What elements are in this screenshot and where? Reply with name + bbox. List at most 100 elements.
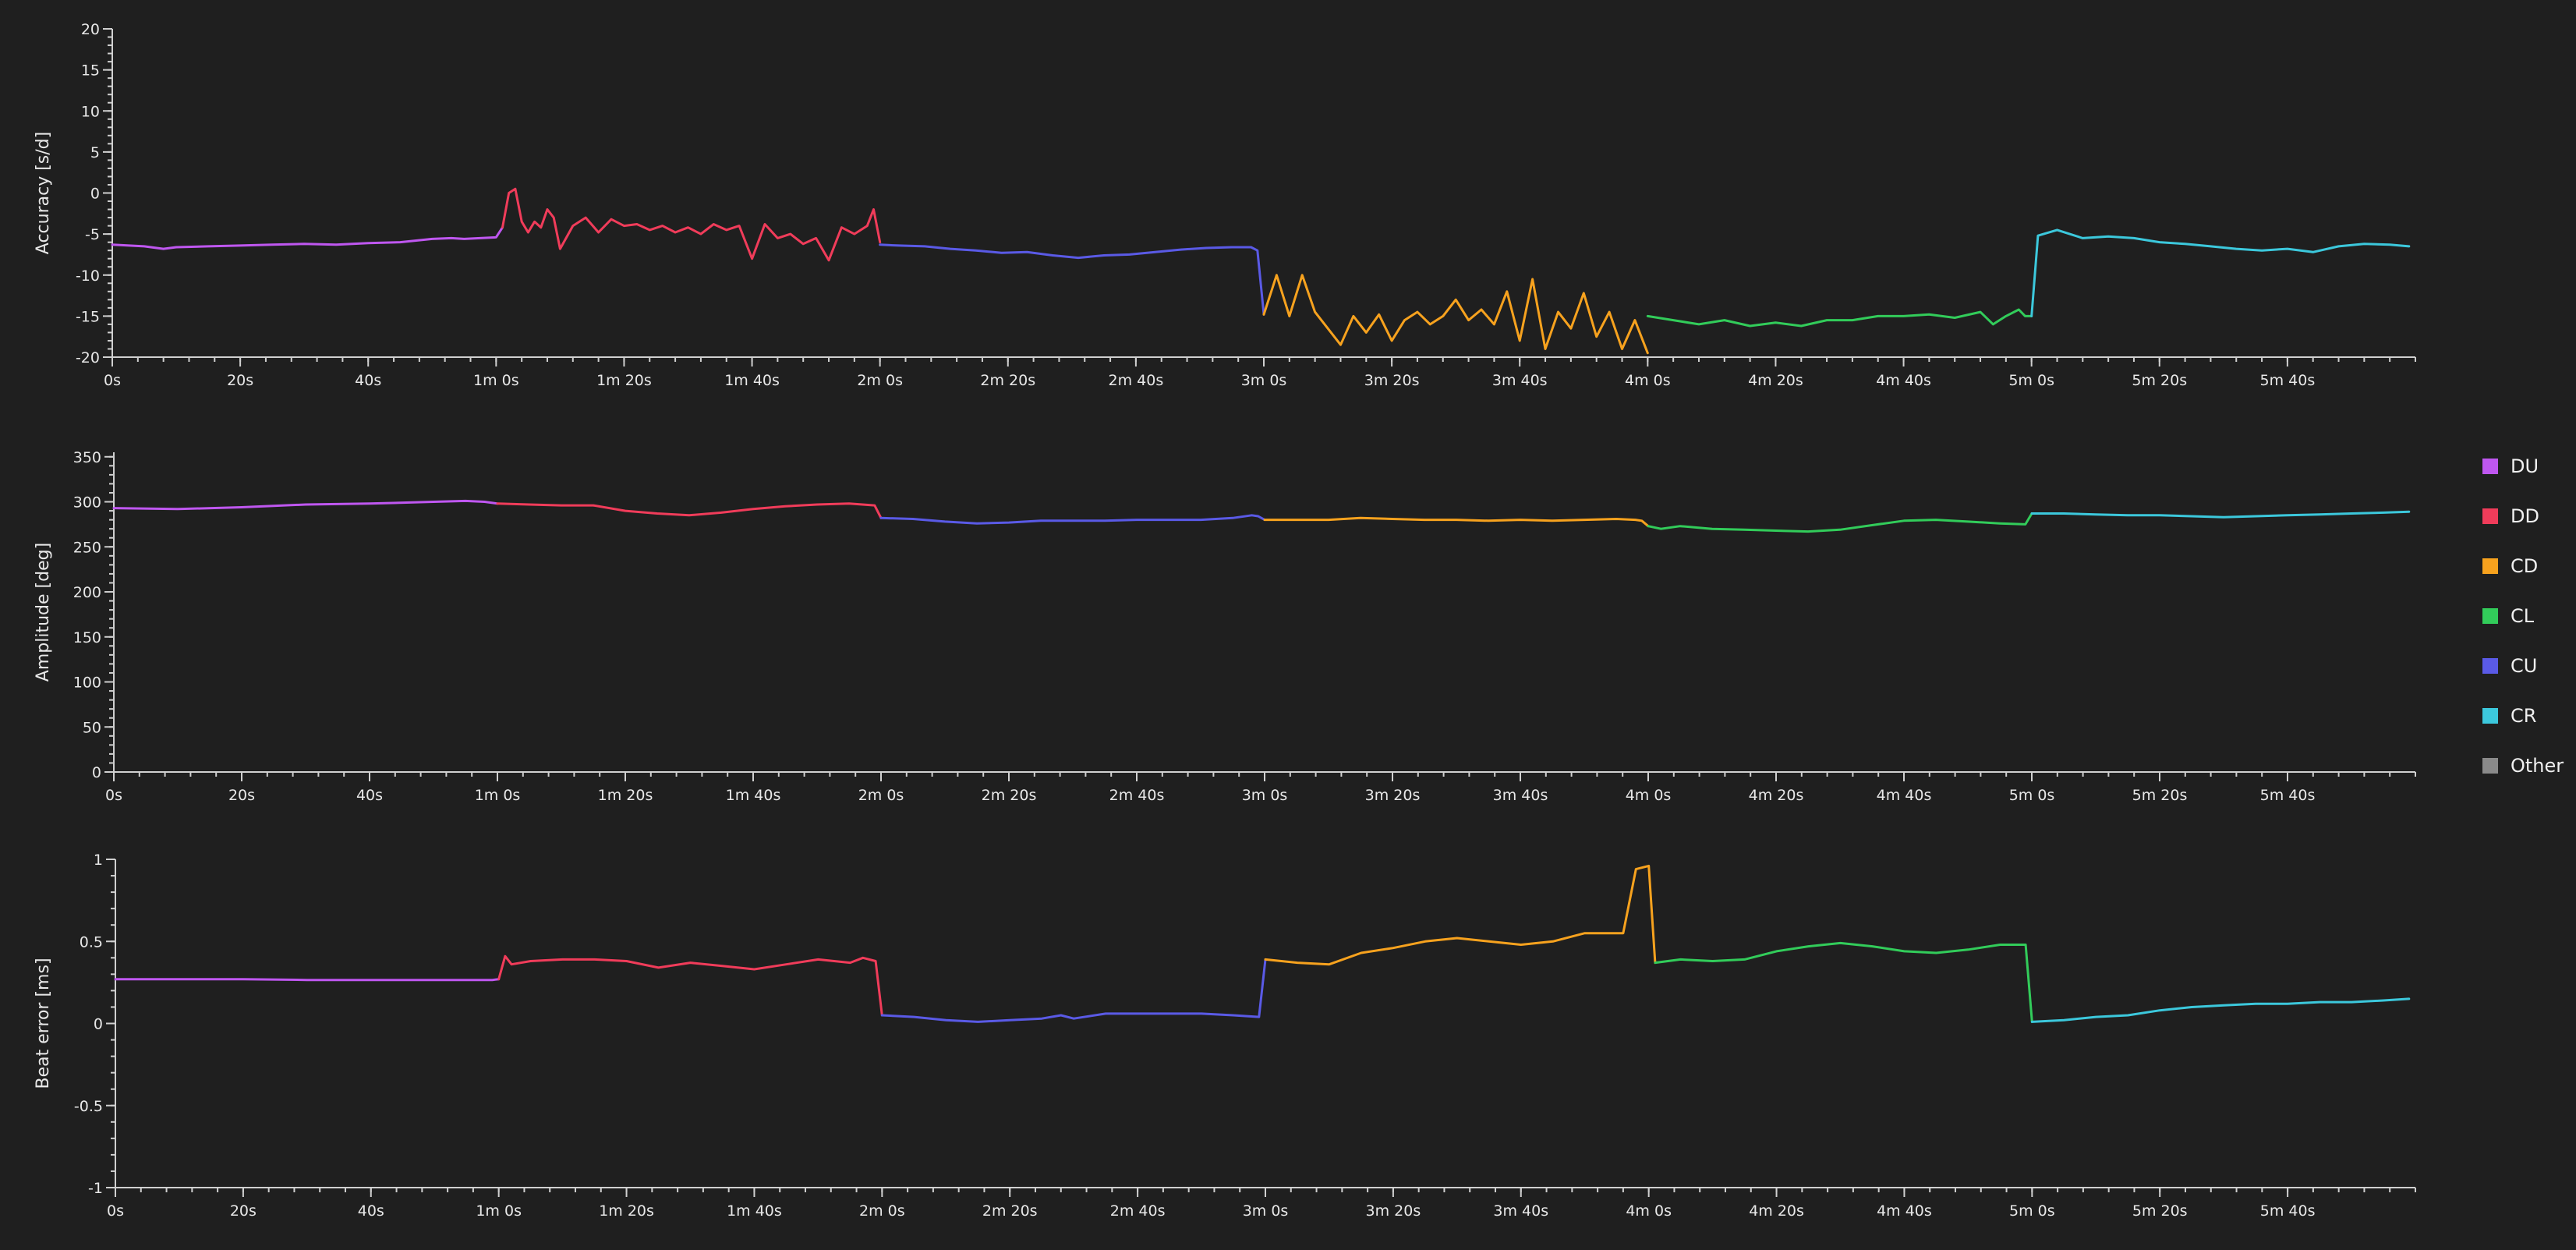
legend-swatch bbox=[2482, 558, 2498, 574]
x-tick-label: 3m 40s bbox=[1492, 372, 1548, 389]
x-tick-label: 3m 20s bbox=[1365, 787, 1421, 804]
y-tick-label: 15 bbox=[81, 62, 100, 80]
x-tick-label: 20s bbox=[227, 372, 253, 389]
x-tick-label: 4m 40s bbox=[1877, 787, 1932, 804]
series-line-cu bbox=[880, 958, 1267, 1023]
x-tick-label: 1m 20s bbox=[596, 372, 652, 389]
x-tick-label: 5m 40s bbox=[2260, 372, 2316, 389]
x-tick-label: 2m 40s bbox=[1110, 1202, 1166, 1220]
legend-swatch bbox=[2482, 459, 2498, 474]
x-tick-label: 2m 20s bbox=[982, 1202, 1038, 1220]
x-tick-label: 40s bbox=[358, 1202, 384, 1220]
series-line-cd bbox=[1262, 274, 1649, 355]
series-line-cu bbox=[879, 243, 1265, 316]
legend-label: DD bbox=[2511, 505, 2539, 527]
x-tick-label: 4m 20s bbox=[1748, 372, 1803, 389]
x-tick-label: 40s bbox=[356, 787, 383, 804]
series-line-du bbox=[114, 978, 501, 982]
y-axis-title: Beat error [ms] bbox=[34, 958, 53, 1089]
x-tick-label: 5m 40s bbox=[2260, 1202, 2316, 1220]
legend-label: CU bbox=[2511, 655, 2538, 677]
legend-item-cl[interactable]: CL bbox=[2482, 591, 2564, 641]
x-tick-label: 4m 40s bbox=[1876, 372, 1931, 389]
y-tick-label: -15 bbox=[76, 308, 100, 325]
legend-label: DU bbox=[2511, 455, 2539, 477]
x-tick-label: 4m 0s bbox=[1626, 1202, 1672, 1220]
x-tick-label: 4m 0s bbox=[1625, 372, 1671, 389]
y-tick-label: 300 bbox=[73, 494, 101, 512]
y-tick-label: 0 bbox=[92, 764, 101, 781]
x-tick-label: 0s bbox=[104, 372, 121, 389]
y-axis-title: Accuracy [s/d] bbox=[34, 132, 53, 254]
x-tick-label: 3m 40s bbox=[1493, 1202, 1548, 1220]
series-line-dd bbox=[501, 187, 882, 262]
legend-item-cd[interactable]: CD bbox=[2482, 541, 2564, 591]
series-line-du bbox=[112, 499, 499, 511]
y-tick-label: 250 bbox=[73, 539, 101, 556]
x-tick-label: 2m 0s bbox=[857, 372, 903, 389]
legend-swatch bbox=[2482, 758, 2498, 774]
x-tick-label: 5m 20s bbox=[2132, 372, 2187, 389]
x-tick-label: 3m 40s bbox=[1493, 787, 1548, 804]
x-tick-label: 3m 0s bbox=[1243, 1202, 1289, 1220]
legend-item-other[interactable]: Other bbox=[2482, 741, 2564, 791]
x-tick-label: 4m 20s bbox=[1749, 1202, 1804, 1220]
x-tick-label: 5m 20s bbox=[2132, 787, 2188, 804]
legend-label: CL bbox=[2511, 605, 2535, 627]
x-tick-label: 3m 20s bbox=[1364, 372, 1420, 389]
legend-label: Other bbox=[2511, 755, 2564, 777]
y-tick-label: 0.5 bbox=[80, 933, 103, 951]
x-tick-label: 5m 0s bbox=[2009, 787, 2055, 804]
chart-panel-2: 350 300 250 200 150 100 50 00s 20s 40s 1m 0s 1m 20s… bbox=[34, 449, 2416, 804]
series-line-cr bbox=[2030, 997, 2411, 1023]
x-tick-label: 2m 20s bbox=[980, 372, 1035, 389]
x-tick-label: 5m 0s bbox=[2008, 372, 2054, 389]
legend-swatch bbox=[2482, 508, 2498, 524]
series-line-dd bbox=[496, 502, 883, 519]
y-tick-label: -0.5 bbox=[74, 1098, 103, 1115]
series-line-dd bbox=[497, 954, 883, 1017]
y-tick-label: -20 bbox=[76, 349, 100, 367]
x-tick-label: 4m 20s bbox=[1749, 787, 1804, 804]
y-tick-label: -1 bbox=[88, 1180, 103, 1197]
y-tick-label: 1 bbox=[94, 852, 103, 869]
x-tick-label: 2m 40s bbox=[1109, 372, 1164, 389]
x-tick-label: 40s bbox=[355, 372, 381, 389]
x-tick-label: 5m 20s bbox=[2132, 1202, 2188, 1220]
x-tick-label: 1m 40s bbox=[726, 787, 781, 804]
series-line-cr bbox=[2030, 228, 2411, 317]
y-tick-label: 5 bbox=[90, 144, 100, 161]
y-axis-title: Amplitude [deg] bbox=[34, 543, 53, 682]
legend-swatch bbox=[2482, 608, 2498, 624]
y-tick-label: 0 bbox=[94, 1016, 103, 1033]
legend-item-cr[interactable]: CR bbox=[2482, 691, 2564, 741]
x-tick-label: 5m 0s bbox=[2009, 1202, 2055, 1220]
series-line-cr bbox=[2030, 510, 2411, 519]
x-tick-label: 5m 40s bbox=[2260, 787, 2316, 804]
x-tick-label: 1m 0s bbox=[476, 1202, 522, 1220]
y-tick-label: 150 bbox=[73, 629, 101, 646]
series-line-cl bbox=[1646, 308, 2033, 328]
y-tick-label: -5 bbox=[85, 226, 100, 243]
y-tick-label: 10 bbox=[81, 103, 100, 120]
x-tick-label: 3m 0s bbox=[1241, 372, 1287, 389]
legend-swatch bbox=[2482, 658, 2498, 674]
series-line-cl bbox=[1654, 941, 2033, 1023]
x-tick-label: 1m 0s bbox=[475, 787, 521, 804]
y-tick-label: 350 bbox=[73, 449, 101, 466]
x-tick-label: 0s bbox=[107, 1202, 124, 1220]
x-tick-label: 3m 20s bbox=[1366, 1202, 1421, 1220]
legend-item-du[interactable]: DU bbox=[2482, 441, 2564, 491]
legend-label: CD bbox=[2511, 555, 2539, 577]
x-tick-label: 2m 40s bbox=[1109, 787, 1165, 804]
x-tick-label: 4m 40s bbox=[1877, 1202, 1932, 1220]
x-tick-label: 2m 0s bbox=[859, 1202, 905, 1220]
legend-item-dd[interactable]: DD bbox=[2482, 491, 2564, 541]
y-tick-label: 20 bbox=[81, 21, 100, 38]
legend-item-cu[interactable]: CU bbox=[2482, 641, 2564, 691]
x-tick-label: 2m 20s bbox=[982, 787, 1037, 804]
x-tick-label: 1m 20s bbox=[599, 1202, 654, 1220]
x-tick-label: 20s bbox=[230, 1202, 257, 1220]
